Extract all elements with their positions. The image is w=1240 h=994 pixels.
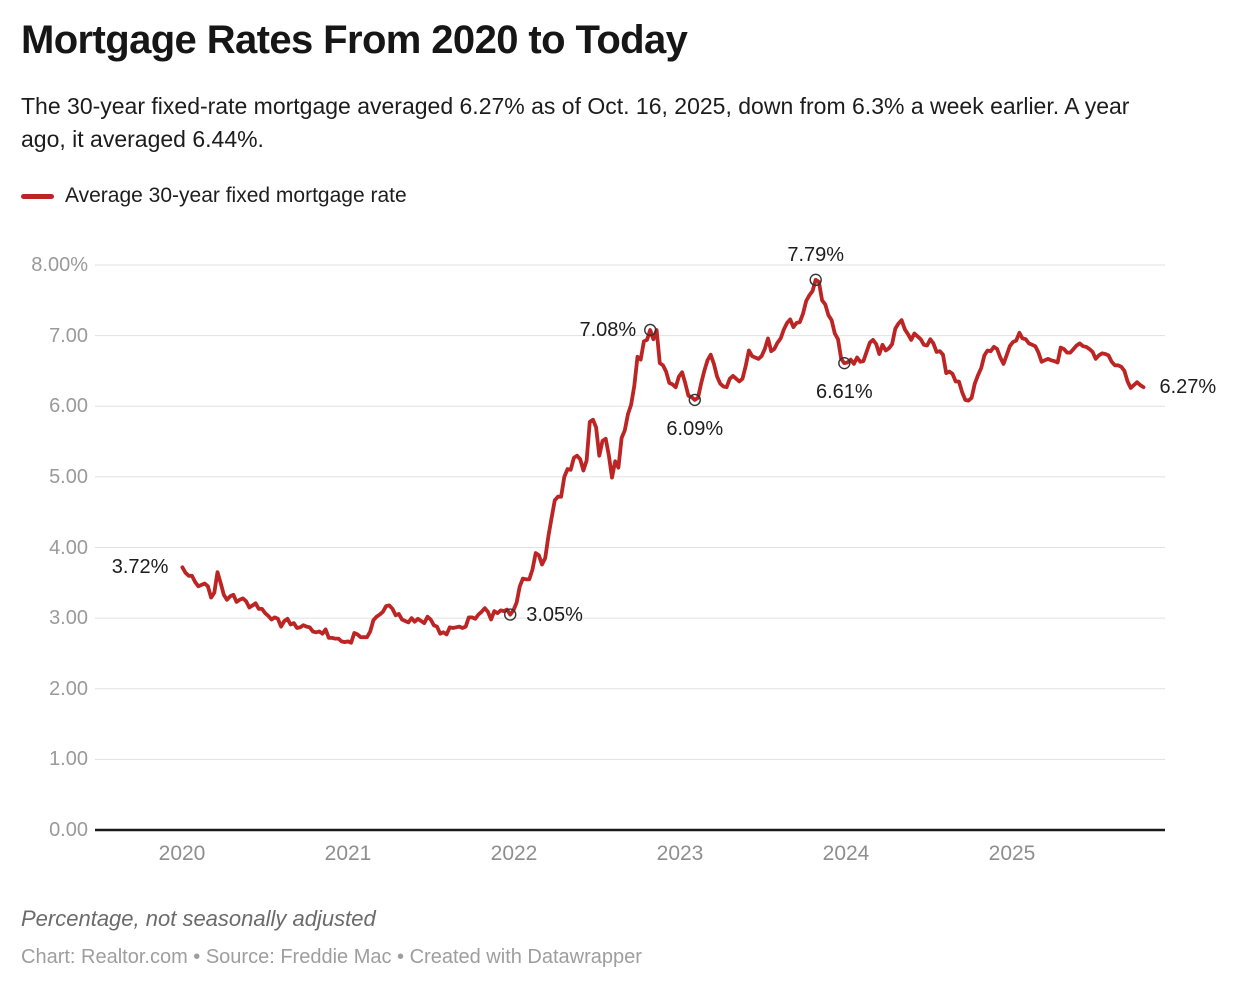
value-annotation: 3.72% [111, 556, 169, 579]
y-axis-label: 8.00% [31, 254, 88, 276]
chart-subtitle: The 30-year fixed-rate mortgage averaged… [21, 93, 1130, 152]
mortgage-rate-line [180, 277, 1146, 645]
value-annotation: 7.08% [579, 318, 637, 341]
legend-line-swatch [21, 193, 54, 199]
value-annotation: 7.79% [787, 243, 845, 266]
chart-credit: Chart: Realtor.com • Source: Freddie Mac… [21, 946, 642, 968]
data-point-marker [504, 608, 517, 621]
x-axis-label: 2021 [324, 842, 372, 865]
legend-label: Average 30-year fixed mortgage rate [65, 184, 407, 207]
data-point-marker [809, 273, 822, 287]
y-axis-label: 1.00 [49, 748, 88, 771]
data-point-marker [644, 323, 657, 337]
y-axis-label: 2.00 [49, 677, 88, 700]
value-annotation: 6.09% [666, 417, 724, 440]
y-axis-label: 3.00 [49, 607, 88, 630]
page-title: Mortgage Rates From 2020 to Today [21, 18, 688, 62]
y-axis-label: 4.00 [49, 536, 88, 559]
x-axis-label: 2024 [822, 842, 870, 865]
y-axis-label: 0.00 [49, 819, 88, 841]
x-axis-label: 2022 [490, 842, 538, 865]
data-point-marker [838, 356, 851, 370]
data-point-marker [688, 393, 701, 407]
chart-footnote: Percentage, not seasonally adjusted [21, 906, 376, 931]
x-axis-label: 2023 [656, 842, 704, 865]
value-annotation: 6.61% [815, 381, 873, 404]
x-axis-label: 2025 [988, 842, 1036, 865]
y-axis-label: 6.00 [49, 395, 88, 418]
value-annotation: 3.05% [526, 603, 583, 626]
y-axis-label: 5.00 [49, 465, 88, 488]
x-axis-label: 2020 [158, 842, 206, 865]
y-axis-label: 7.00 [49, 324, 88, 347]
legend: Average 30-year fixed mortgage rate [21, 184, 407, 208]
value-annotation: 6.27% [1159, 376, 1217, 399]
